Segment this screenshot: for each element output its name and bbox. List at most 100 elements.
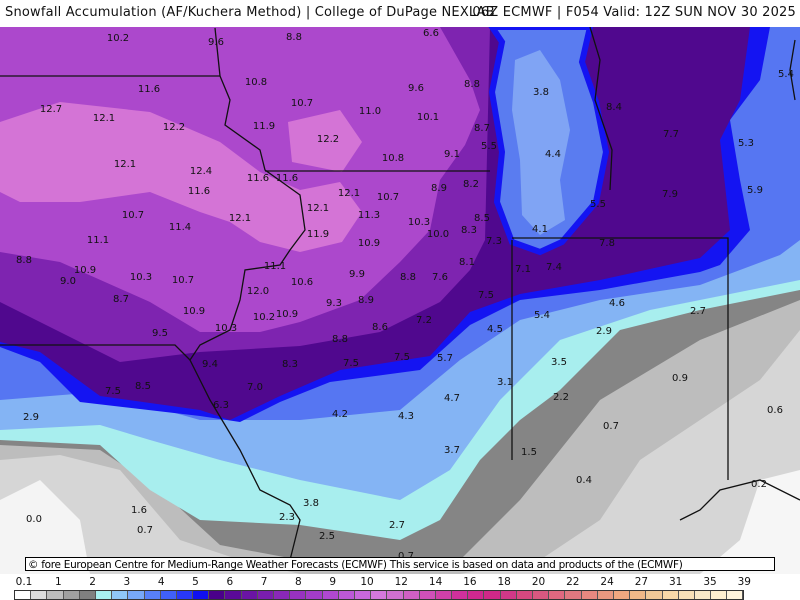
band-12in [0,102,362,252]
snowfall-value-label: 10.2 [107,33,129,44]
state-borders [0,27,800,561]
snowfall-value-label: 0.7 [398,551,414,562]
legend-color-box [419,591,436,599]
legend-color-box [533,591,550,599]
legend-tick-label: 2 [89,576,96,588]
legend-color-box [144,591,161,599]
snowfall-value-label: 10.0 [427,229,449,240]
legend-tick-label: 7 [260,576,268,588]
snowfall-value-label: 12.4 [190,166,212,177]
snowfall-value-label: 8.8 [332,334,348,345]
snowfall-value-label: 7.0 [247,382,263,393]
snowfall-value-label: 10.9 [183,306,205,317]
snowfall-value-label: 12.1 [338,188,360,199]
legend-color-box [79,591,96,599]
band-12in-east [288,110,362,172]
legend-color-box [47,591,64,599]
snowfall-value-label: 3.1 [497,377,513,388]
legend-color-box [662,591,679,599]
snowfall-value-label: 8.7 [474,123,490,134]
snowfall-value-label: 7.7 [663,129,679,140]
snowfall-value-label: 12.1 [229,213,251,224]
legend-color-box [160,591,177,599]
snowfall-value-label: 4.6 [609,298,625,309]
band-no-snow-sw [0,480,90,574]
legend-color-box [354,591,372,599]
ecmwf-credit: © fore European Centre for Medium-Range … [25,557,775,571]
snowfall-value-label: 10.7 [122,210,144,221]
snowfall-value-label: 8.8 [286,32,302,43]
snowfall-value-label: 10.7 [377,192,399,203]
snowfall-value-label: 2.5 [319,531,335,542]
snowfall-value-label: 8.6 [372,322,388,333]
legend-color-box [678,591,695,599]
snowfall-value-label: 7.3 [486,236,502,247]
snowfall-value-label: 4.7 [444,393,460,404]
snowfall-value-label: 0.4 [576,475,592,486]
snowfall-value-label: 5.3 [738,138,754,149]
legend-tick-label: 35 [703,576,717,588]
legend-tick-label: 4 [157,576,165,588]
legend-tick-label: 31 [669,576,683,588]
snowfall-value-label: 8.8 [16,255,32,266]
snowfall-value-label: 11.1 [264,261,286,272]
snowfall-value-label: 7.5 [105,386,121,397]
snowfall-value-label: 10.1 [417,112,439,123]
legend-color-box [31,591,48,599]
snowfall-value-label: 12.1 [307,203,329,214]
snowfall-value-label: 12.2 [163,122,185,133]
snowfall-value-label: 7.8 [599,238,615,249]
legend-color-box [468,591,485,599]
legend-color-box [274,591,291,599]
legend-color-box [581,591,598,599]
snowfall-value-label: 1.6 [131,505,147,516]
snowfall-value-label: 3.7 [444,445,460,456]
snowfall-value-label: 10.6 [291,277,313,288]
legend-tick-label: 9 [329,576,337,588]
legend-color-box [225,591,242,599]
legend-color-box [694,591,712,599]
snowfall-value-label: 8.3 [282,359,298,370]
snowfall-value-label: 2.9 [596,326,612,337]
snowfall-value-label: 2.2 [553,392,569,403]
legend-tick-label: 0.1 [15,576,33,588]
snowfall-value-label: 9.4 [202,359,218,370]
snowfall-value-label: 4.2 [332,409,348,420]
snowfall-value-label: 4.4 [545,149,561,160]
snowfall-value-label: 3.5 [551,357,567,368]
snowfall-value-label: 11.3 [358,210,380,221]
snowfall-value-label: 10.7 [172,275,194,286]
legend-color-box [322,591,339,599]
snowfall-value-label: 7.5 [478,290,494,301]
snowfall-value-label: 11.9 [253,121,275,132]
snowfall-value-label: 8.1 [459,257,475,268]
header: Snowfall Accumulation (AF/Kuchera Method… [0,0,800,27]
map-title: Snowfall Accumulation (AF/Kuchera Method… [5,5,495,20]
snowfall-value-label: 5.4 [534,310,550,321]
snowfall-value-label: 9.9 [349,269,365,280]
legend-tick-label: 12 [394,576,408,588]
legend-color-box [500,591,517,599]
legend-color-box [95,591,113,599]
snowfall-value-label: 11.6 [138,84,160,95]
legend-color-box [306,591,323,599]
snowfall-value-label: 8.2 [463,179,479,190]
legend-color-box [646,591,663,599]
legend-color-box [403,591,420,599]
snowfall-map: 10.2 9.6 8.8 6.6 11.6 10.8 9.6 8.8 12.7 12.1 12.2 1… [0,27,800,574]
legend-color-box [371,591,388,599]
snowfall-value-label: 12.7 [40,104,62,115]
legend-tick-label: 8 [295,576,302,588]
legend-tick-label: 22 [566,576,580,588]
snowfall-value-label: 10.9 [276,309,298,320]
snowfall-value-label: 2.3 [279,512,295,523]
snowfall-value-label: 1.5 [521,447,537,458]
snowfall-value-label: 5.7 [437,353,453,364]
snowfall-value-label: 12.1 [93,113,115,124]
snowfall-value-label: 8.5 [135,381,151,392]
snowfall-value-label: 11.6 [247,173,269,184]
band-no-snow-se [700,470,800,574]
snowfall-value-label: 0.7 [137,525,153,536]
snowfall-value-label: 10.9 [358,238,380,249]
snowfall-value-label: 7.5 [343,358,359,369]
